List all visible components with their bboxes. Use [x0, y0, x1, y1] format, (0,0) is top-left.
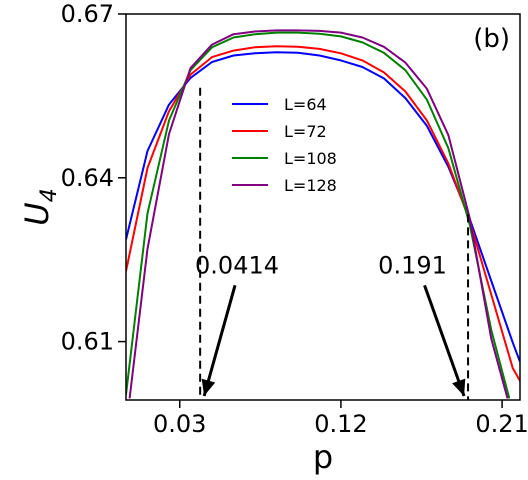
annotation-arrow-head	[201, 378, 216, 396]
crossing-annotation-label: 0.191	[378, 251, 447, 279]
y-tick-label: 0.64	[61, 164, 114, 192]
annotation-arrow-shaft	[202, 284, 237, 397]
legend: L=64 L=72 L=108 L=128	[232, 95, 337, 195]
annotation-arrow-shaft	[423, 284, 466, 397]
legend-label: L=72	[284, 122, 327, 141]
legend-label: L=64	[284, 95, 327, 114]
tick-layer: 0.03 0.12 0.21 0.61 0.64 0.67	[61, 0, 528, 438]
y-tick-label: 0.61	[61, 328, 114, 356]
y-axis-label-base: U	[18, 202, 56, 225]
annotation-arrow-head	[452, 378, 466, 396]
x-tick-label: 0.21	[475, 410, 528, 438]
crossing-annotation-label: 0.0414	[195, 251, 279, 279]
x-axis-label: p	[313, 438, 333, 476]
x-tick-label: 0.03	[153, 410, 206, 438]
x-tick-label: 0.12	[314, 410, 367, 438]
y-axis-label-subscript: 4	[37, 188, 62, 202]
svg-text:U4: U4	[18, 188, 62, 225]
guide-layer	[199, 87, 470, 400]
panel-label: (b)	[473, 24, 510, 54]
series-line-4	[128, 29, 509, 399]
series-layer	[126, 29, 520, 399]
y-axis-label: U4	[18, 188, 62, 225]
legend-label: L=108	[284, 149, 337, 168]
y-tick-label: 0.67	[61, 0, 114, 28]
legend-label: L=128	[284, 176, 337, 195]
plot-frame	[125, 13, 521, 401]
annotation-layer: 0.0414 0.191	[195, 251, 466, 397]
